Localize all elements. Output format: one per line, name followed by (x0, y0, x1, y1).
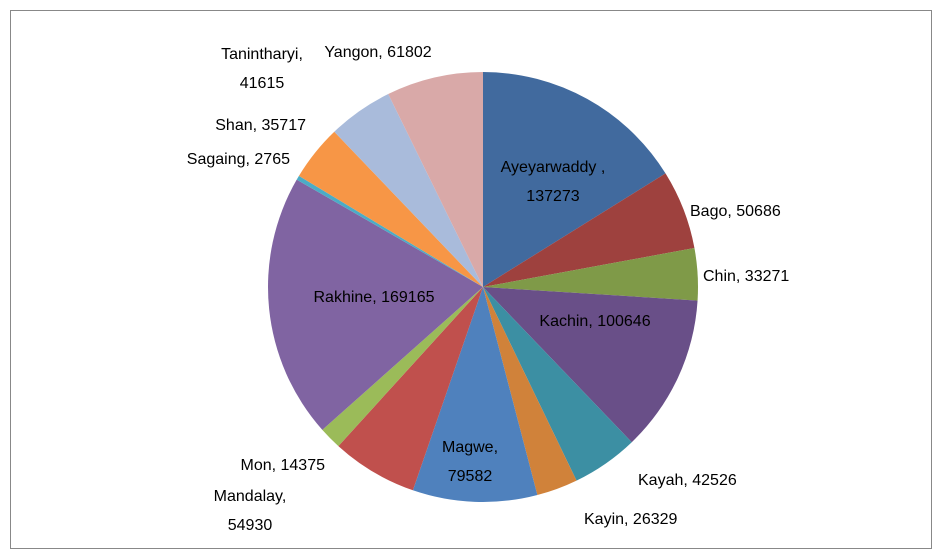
pie-slice: Magwe (412, 287, 538, 502)
data-label-line: Magwe, (442, 439, 498, 456)
data-label: Ayeyarwaddy , 137273 (501, 159, 606, 205)
pie-slice: Chin (483, 247, 698, 301)
data-label: Mandalay, 54930 (214, 488, 287, 534)
pie-slice: Sagaing (296, 175, 483, 287)
data-label: Bago, 50686 (690, 203, 781, 220)
data-label: Mon, 14375 (240, 457, 325, 474)
pie-slice: Kayin (483, 287, 577, 496)
data-label: Sagaing, 2765 (187, 151, 290, 168)
data-label-line: Mandalay, (214, 488, 287, 505)
pie-slice: Ayeyarwaddy (483, 72, 666, 287)
data-label: Yangon, 61802 (324, 44, 431, 61)
data-label-line: Ayeyarwaddy , (501, 159, 606, 176)
data-label-line: Tanintharyi, (221, 46, 303, 63)
data-label: Kayin, 26329 (584, 511, 678, 528)
data-label: Rakhine, 169165 (314, 289, 435, 306)
data-label-line: 137273 (526, 188, 579, 205)
data-label-line: 41615 (240, 75, 285, 92)
data-label: Magwe, 79582 (442, 439, 498, 485)
pie-slice: Mandalay (338, 287, 483, 491)
data-label: Tanintharyi, 41615 (221, 46, 303, 92)
pie-slice: Shan (298, 131, 483, 287)
data-label-line: 79582 (448, 468, 493, 485)
data-label-line: 54930 (228, 517, 273, 534)
data-label: Kachin, 100646 (539, 313, 650, 330)
pie-slice: Yangon (388, 72, 483, 287)
data-label: Chin, 33271 (703, 268, 789, 285)
pie-slice: Kachin (483, 287, 698, 443)
pie-slice: Kayah (483, 287, 632, 481)
data-label: Shan, 35717 (215, 117, 306, 134)
pie-slice: Rakhine (268, 179, 483, 430)
pie-slice: Tanintharyi (334, 94, 483, 287)
pie-slice: Bago (483, 173, 695, 287)
pie-slice: Mon (322, 287, 483, 447)
data-label: Kayah, 42526 (638, 472, 737, 489)
